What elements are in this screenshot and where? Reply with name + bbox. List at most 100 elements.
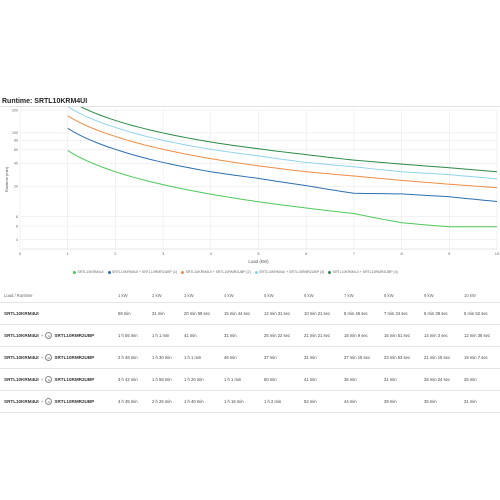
series-line-2 [67, 127, 498, 202]
config-label: SRTL10KRM4UI +4x SRTL10RMR2UBP [4, 398, 114, 405]
column-header: 9 kW [422, 288, 462, 303]
runtime-cell: 19 min 7 sec [462, 346, 500, 369]
x-tick-label: 6 [305, 251, 308, 256]
series-line-5 [80, 107, 498, 173]
table-header-row: Load / Runtime 1 kW 2 kW 3 kW 4 kW 5 kW 6 kW 7… [0, 288, 500, 303]
runtime-cell: 31 min [222, 324, 262, 347]
battery-pack-name: SRTL10RMR2UBP [54, 399, 95, 404]
runtime-cell: 12 min 31 sec [262, 302, 302, 325]
runtime-cell: 36 min [342, 368, 382, 391]
column-header: 8 kW [382, 288, 422, 303]
battery-count-badge: 4x [45, 398, 53, 405]
runtime-table: Load / Runtime 1 kW 2 kW 3 kW 4 kW 5 kW 6 kW 7… [0, 288, 500, 413]
runtime-cell: 12 min 36 sec [462, 324, 500, 347]
runtime-cell: 1 h 20 min [182, 368, 222, 391]
row-config-cell: SRTL10KRM4UI +3x SRTL10RMR2UBP [0, 368, 116, 391]
runtime-cell: 10 min 21 sec [302, 302, 342, 325]
runtime-cell: 18 min 9 sec [342, 324, 382, 347]
runtime-cell: 50 min [262, 368, 302, 391]
ups-model-name: SRTL10KRM4UI [4, 311, 39, 316]
battery-count-badge: 2x [45, 354, 53, 361]
runtime-cell: 41 min [302, 368, 342, 391]
runtime-cell: 31 min [462, 390, 500, 413]
legend-item[interactable]: SRTL10KRM4UI + SRTL10RMR2UBP (3) [254, 270, 325, 274]
legend-label: SRTL10KRM4UI + SRTL10RMR2UBP (4) [332, 270, 398, 274]
config-label: SRTL10KRM4UI +2x SRTL10RMR2UBP [4, 354, 114, 361]
runtime-cell: 59 min [116, 302, 150, 325]
config-label: SRTL10KRM4UI +1x SRTL10RMR2UBP [4, 332, 114, 339]
ups-model-name: SRTL10KRM4UI [4, 333, 39, 338]
ups-model-name: SRTL10KRM4UI [4, 355, 39, 360]
y-tick-label: 100 [12, 131, 18, 135]
x-tick-label: 7 [353, 251, 356, 256]
runtime-cell: 27 min 15 sec [342, 346, 382, 369]
legend-item[interactable]: SRTL10KRM4UI + SRTL10RMR2UBP (2) [181, 270, 251, 274]
runtime-cell: 46 min [222, 346, 262, 369]
runtime-cell: 1 h 2 min [262, 390, 302, 413]
battery-pack-name: SRTL10RMR2UBP [54, 355, 95, 360]
column-header: 7 kW [342, 288, 382, 303]
runtime-cell: 1 h 30 min [150, 346, 182, 369]
table-row: SRTL10KRM4UI +2x SRTL10RMR2UBP 2 h 48 min 1 … [0, 346, 500, 369]
row-config-cell: SRTL10KRM4UI [0, 302, 116, 325]
y-tick-label: 6 [16, 224, 18, 228]
y-tick-label: 20 [14, 185, 18, 189]
runtime-cell: 23 min 53 sec [382, 346, 422, 369]
y-tick-label: 80 [14, 139, 18, 143]
runtime-cell: 37 min [262, 346, 302, 369]
table-row: SRTL10KRM4UI +4x SRTL10RMR2UBP 4 h 35 min 2 … [0, 390, 500, 413]
y-tick-labels: 200 100 80 60 40 20 8 6 4 [12, 108, 18, 241]
row-config-cell: SRTL10KRM4UI +2x SRTL10RMR2UBP [0, 346, 116, 369]
x-tick-label: 8 [400, 251, 403, 256]
runtime-cell: 39 min [382, 390, 422, 413]
runtime-chart: 200 100 80 60 40 20 8 6 4 0 1 2 3 4 5 6 7 8 9 10 Runtime (… [4, 107, 500, 264]
runtime-cell: 1 h 55 min [116, 324, 150, 347]
battery-count-badge: 3x [45, 376, 53, 383]
runtime-cell: 1 h 16 min [222, 390, 262, 413]
legend-item[interactable]: SRTL10KRM4UI [73, 270, 104, 274]
legend-label: SRTL10KRM4UI + SRTL10RMR2UBP (3) [259, 270, 325, 274]
runtime-cell: 2 h 48 min [116, 346, 150, 369]
runtime-cell: 2 h 26 min [150, 390, 182, 413]
column-header: 6 kW [302, 288, 342, 303]
runtime-cell: 1 h 1 min [182, 346, 222, 369]
row-config-cell: SRTL10KRM4UI +1x SRTL10RMR2UBP [0, 324, 116, 347]
series-line-4 [67, 107, 498, 180]
runtime-cell: 21 min 15 sec [422, 346, 462, 369]
legend-item[interactable]: SRTL10KRM4UI + SRTL10RMR2UBP (1) [107, 270, 177, 274]
x-tick-label: 9 [448, 251, 451, 256]
runtime-cell: 5 min 52 sec [462, 302, 500, 325]
legend-dot-icon [73, 270, 76, 274]
plus-icon: + [40, 377, 44, 382]
runtime-cell: 1 h 1 min [150, 324, 182, 347]
legend-dot-icon [181, 270, 185, 274]
x-tick-labels: 0 1 2 3 4 5 6 7 8 9 10 [19, 251, 500, 256]
column-header: 4 kW [222, 288, 262, 303]
plus-icon: + [40, 355, 44, 360]
header-load-runtime: Load / Runtime [0, 288, 116, 303]
runtime-cell: 25 min [462, 368, 500, 391]
x-axis-title: Load (kW) [248, 259, 269, 264]
legend-dot-icon [254, 270, 258, 274]
runtime-cell: 4 h 35 min [116, 390, 150, 413]
runtime-cell: 3 h 42 min [116, 368, 150, 391]
runtime-cell: 41 min [182, 324, 222, 347]
runtime-cell: 31 min [382, 368, 422, 391]
runtime-cell: 1 h 58 min [150, 368, 182, 391]
column-header: 1 kW [116, 288, 150, 303]
x-tick-label: 4 [210, 251, 213, 256]
runtime-cell: 8 min 46 sec [342, 302, 382, 325]
legend-label: SRTL10KRM4UI + SRTL10RMR2UBP (2) [185, 270, 251, 274]
ups-model-name: SRTL10KRM4UI [4, 399, 39, 404]
runtime-cell: 31 min [150, 302, 182, 325]
x-tick-label: 3 [162, 251, 165, 256]
runtime-cell: 15 min 51 sec [382, 324, 422, 347]
column-header: 5 kW [262, 288, 302, 303]
title-divider [0, 106, 500, 107]
battery-pack-name: SRTL10RMR2UBP [54, 333, 95, 338]
legend-item[interactable]: SRTL10KRM4UI + SRTL10RMR2UBP (4) [328, 270, 398, 274]
runtime-cell: 14 min 3 sec [422, 324, 462, 347]
runtime-cell: 44 min [342, 390, 382, 413]
series-line-1 [67, 149, 497, 228]
runtime-cell: 15 min 44 sec [222, 302, 262, 325]
